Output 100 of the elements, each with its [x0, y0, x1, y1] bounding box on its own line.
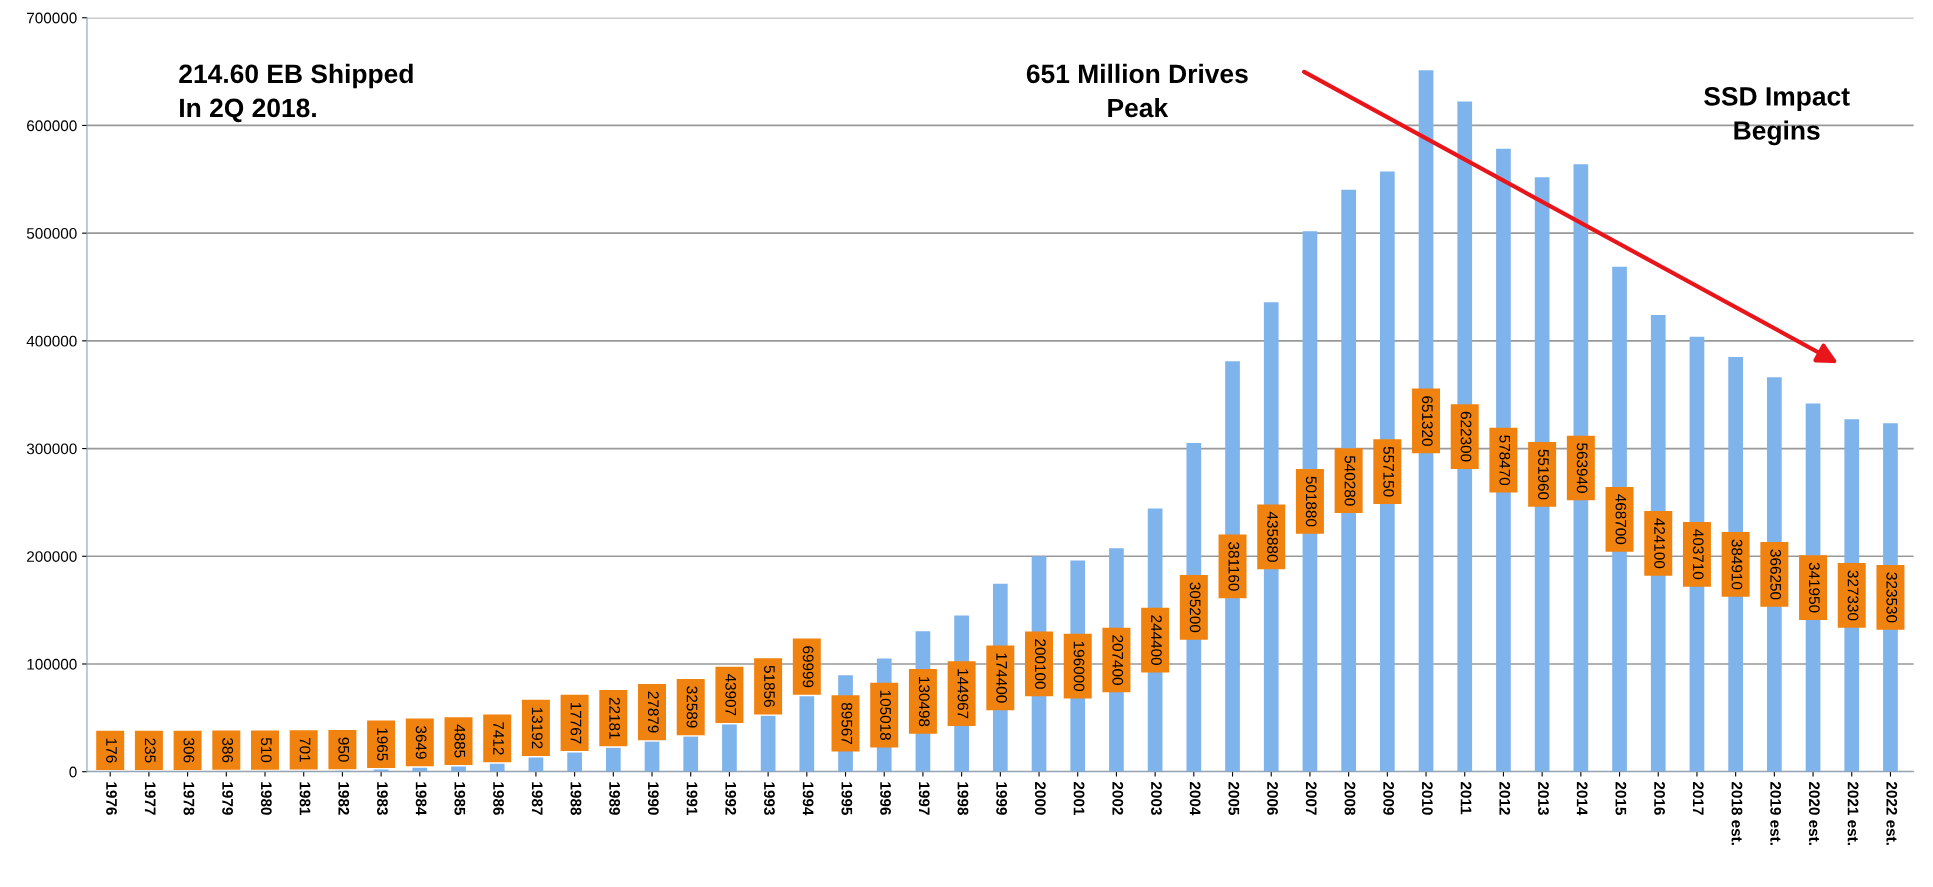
- x-tick-label: 1998: [957, 782, 969, 815]
- data-label: 200100: [1034, 639, 1046, 689]
- x-tick-label: 1976: [106, 782, 117, 815]
- annotation: 651 Million Drives Peak: [1026, 63, 1248, 118]
- x-tick-label: 2000: [1034, 781, 1046, 815]
- data-label: 22181: [609, 697, 621, 739]
- y-tick-label: 0: [69, 766, 77, 778]
- data-label: 323530: [1886, 572, 1898, 623]
- data-label: 341950: [1808, 562, 1820, 613]
- x-tick-label: 2015: [1615, 781, 1627, 815]
- annotation: 214.60 EB Shipped In 2Q 2018.: [179, 63, 413, 123]
- data-label: 651320: [1421, 396, 1433, 446]
- data-label: 386: [222, 738, 234, 763]
- x-tick-label: 2005: [1228, 781, 1240, 815]
- x-tick-label: 2014: [1576, 781, 1588, 816]
- data-label: 176: [106, 738, 117, 763]
- data-label: 578470: [1499, 435, 1511, 486]
- x-tick-label: 1989: [609, 782, 621, 815]
- data-label: 207400: [1112, 635, 1124, 685]
- data-label: 950: [338, 737, 350, 762]
- y-tick-label: 100000: [27, 658, 77, 670]
- data-label: 701: [299, 737, 311, 762]
- data-label: 1965: [377, 728, 388, 761]
- data-label: 27879: [647, 691, 659, 733]
- x-tick-label: 2008: [1344, 781, 1356, 815]
- x-tick-label: 2003: [1151, 781, 1162, 815]
- x-tick-label: 2006: [1267, 781, 1278, 815]
- data-label: 130498: [918, 677, 930, 727]
- x-tick-label: 1997: [918, 782, 930, 815]
- x-tick-label: 2022 est.: [1886, 781, 1898, 845]
- data-label: 468700: [1615, 494, 1627, 545]
- data-label: 7412: [493, 722, 504, 755]
- data-label: 381160: [1228, 542, 1240, 591]
- x-tick-label: 1991: [686, 782, 698, 815]
- x-tick-label: 2012: [1499, 781, 1511, 815]
- x-tick-label: 1986: [493, 782, 504, 815]
- data-label: 384910: [1731, 539, 1743, 590]
- data-label: 244400: [1151, 615, 1162, 665]
- data-label: 540280: [1344, 455, 1356, 506]
- x-tick-label: 1979: [222, 782, 234, 815]
- data-label: 403710: [1692, 529, 1704, 580]
- data-label: 366250: [1770, 549, 1782, 600]
- x-tick-label: 2011: [1460, 781, 1472, 815]
- x-tick-label: 2021 est.: [1847, 781, 1859, 845]
- x-tick-label: 1996: [880, 782, 891, 815]
- y-tick-label: 700000: [27, 12, 77, 24]
- x-tick-label: 2009: [1383, 781, 1395, 815]
- x-tick-label: 2004: [1189, 781, 1201, 816]
- data-label: 144967: [957, 669, 969, 719]
- data-label: 327330: [1847, 570, 1859, 621]
- data-label: 4885: [454, 724, 466, 758]
- annotation: SSD Impact Begins: [1704, 87, 1850, 146]
- x-tick-label: 1988: [570, 782, 582, 815]
- data-label: 3649: [415, 726, 427, 759]
- x-tick-label: 2020 est.: [1808, 781, 1820, 845]
- x-tick-label: 1984: [415, 782, 427, 816]
- x-tick-label: 2010: [1421, 781, 1433, 815]
- x-tick-label: 1978: [183, 782, 195, 815]
- x-tick-label: 2001: [1073, 781, 1085, 815]
- data-label: 17767: [570, 702, 582, 744]
- data-label: 510: [260, 737, 272, 763]
- x-tick-label: 2019 est.: [1770, 781, 1782, 845]
- x-tick-label: 2017: [1692, 781, 1704, 815]
- data-label: 13192: [531, 707, 543, 749]
- x-tick-label: 2018 est.: [1731, 781, 1743, 845]
- y-tick-label: 200000: [27, 551, 77, 562]
- data-label: 32589: [686, 686, 698, 728]
- x-tick-label: 2002: [1112, 781, 1124, 815]
- data-label: 105018: [880, 690, 891, 740]
- y-tick-label: 400000: [26, 335, 77, 347]
- data-label: 305200: [1189, 582, 1201, 633]
- x-tick-label: 1980: [260, 782, 272, 815]
- data-label: 69999: [802, 646, 814, 688]
- y-tick-label: 300000: [26, 443, 77, 455]
- x-tick-label: 1990: [647, 782, 659, 815]
- x-tick-label: 1981: [299, 782, 311, 815]
- data-label: 501880: [1305, 476, 1317, 527]
- x-tick-label: 1995: [841, 782, 853, 815]
- x-tick-label: 1987: [531, 782, 543, 815]
- data-label: 557150: [1383, 446, 1395, 497]
- x-tick-label: 1992: [725, 782, 737, 815]
- y-tick-label: 500000: [26, 228, 77, 239]
- x-tick-label: 2016: [1654, 781, 1665, 815]
- data-label: 196000: [1073, 641, 1085, 692]
- x-tick-label: 2007: [1305, 781, 1317, 815]
- x-tick-label: 1983: [376, 782, 388, 815]
- data-label: 51856: [764, 665, 775, 707]
- data-label: 43907: [725, 673, 737, 716]
- data-label: 306: [183, 738, 195, 763]
- data-label: 89567: [841, 702, 853, 744]
- x-tick-label: 1993: [764, 782, 775, 815]
- data-label: 435880: [1267, 511, 1278, 562]
- x-tick-label: 2013: [1538, 781, 1549, 815]
- x-tick-label: 1977: [144, 782, 156, 815]
- data-label: 563940: [1576, 443, 1588, 493]
- x-tick-label: 1994: [802, 782, 814, 816]
- data-label: 551960: [1538, 449, 1549, 500]
- data-label: 235: [144, 738, 156, 763]
- data-label: 424100: [1654, 518, 1665, 569]
- x-tick-label: 1999: [996, 782, 1008, 815]
